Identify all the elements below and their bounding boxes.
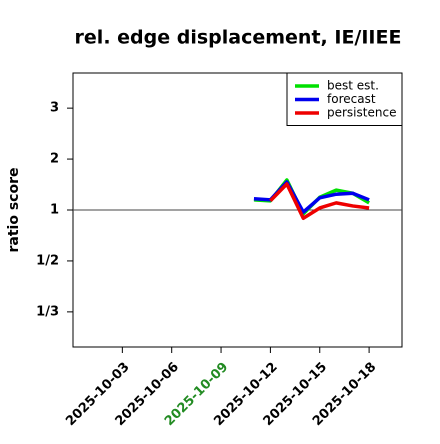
chart-title: rel. edge displacement, IE/IIEE: [75, 27, 402, 49]
y-tick-label: 3: [50, 101, 59, 116]
y-tick-label: 1/3: [36, 304, 59, 319]
legend-label: forecast: [327, 92, 376, 106]
legend-label: best est.: [327, 79, 379, 93]
y-tick-label: 2: [50, 152, 59, 167]
y-tick-label: 1/2: [36, 253, 59, 268]
legend-label: persistence: [327, 106, 396, 120]
series-line: [269, 182, 370, 221]
y-axis-label: ratio score: [6, 168, 22, 253]
y-tick-label: 1: [50, 202, 59, 217]
